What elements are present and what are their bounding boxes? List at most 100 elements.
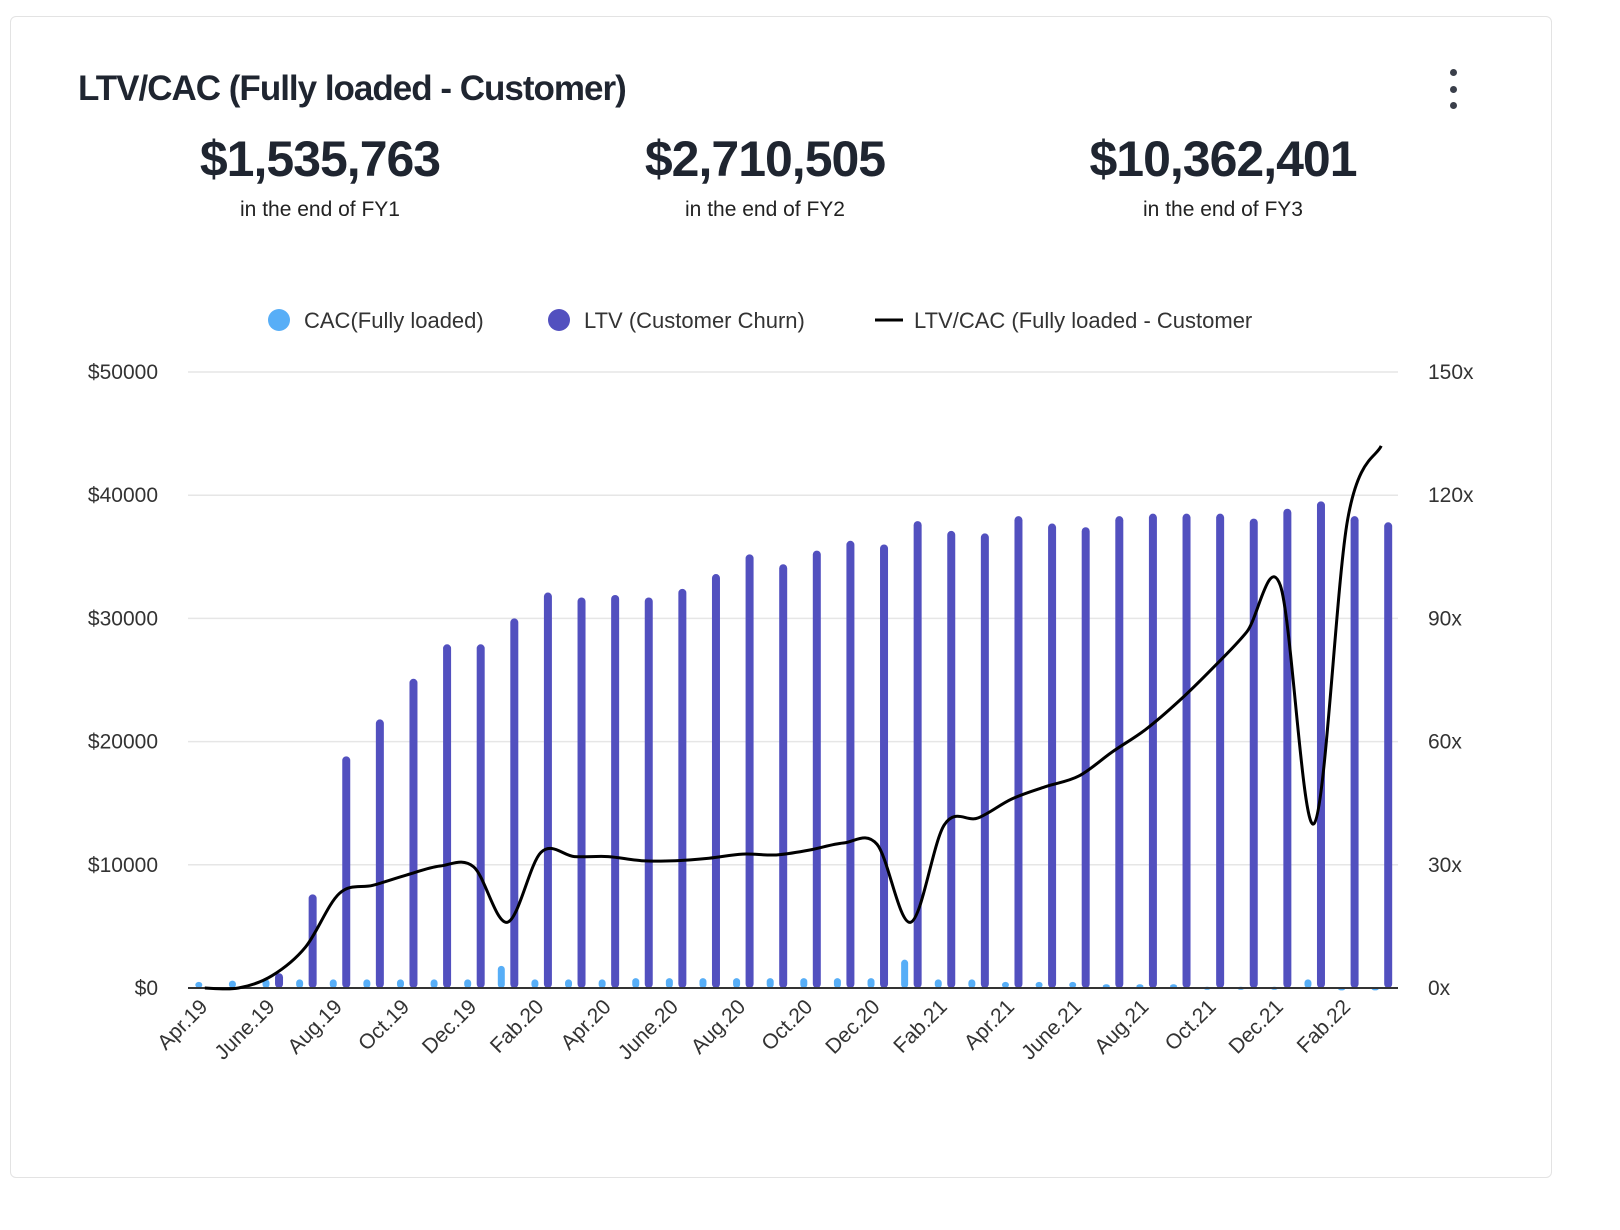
cac-bar <box>195 981 203 988</box>
ltv-bar <box>1316 501 1325 988</box>
cac-bar <box>1069 981 1077 988</box>
ltv-bar <box>409 678 418 988</box>
y-left-tick-label: $50000 <box>88 361 158 384</box>
ltv-bar <box>577 597 586 988</box>
cac-bar <box>733 978 741 988</box>
y-right-tick-label: 30x <box>1428 854 1462 877</box>
kpi-label: in the end of FY3 <box>1143 198 1303 221</box>
kpi-fy3: $10,362,401 in the end of FY3 <box>1023 130 1423 222</box>
kpi-fy2: $2,710,505 in the end of FY2 <box>565 130 965 222</box>
y-right-tick-label: 120x <box>1428 484 1474 507</box>
cac-bar <box>228 980 236 988</box>
cac-bar <box>1001 981 1009 988</box>
cac-bar <box>699 978 707 988</box>
x-tick-label: Apr.20 <box>556 995 615 1054</box>
ltv-bar <box>711 574 720 988</box>
ltv-bar <box>1216 513 1225 988</box>
ltv-bar <box>1249 518 1258 988</box>
y-right-tick-label: 60x <box>1428 731 1462 754</box>
y-right-tick-label: 90x <box>1428 607 1462 630</box>
cac-bar <box>565 979 573 988</box>
x-tick-label: Dec.20 <box>821 995 884 1058</box>
cac-bar <box>833 978 841 988</box>
legend-label: LTV (Customer Churn) <box>584 308 805 333</box>
ltv-bar <box>644 597 653 988</box>
kpi-value: $10,362,401 <box>1089 131 1357 187</box>
cac-bar <box>531 979 539 988</box>
cac-bar <box>632 978 640 988</box>
card-title: LTV/CAC (Fully loaded - Customer) <box>78 69 627 108</box>
cac-bar <box>800 978 808 988</box>
cac-bar <box>968 979 976 988</box>
cac-bar <box>665 978 673 988</box>
more-vertical-icon[interactable] <box>1441 69 1465 109</box>
x-tick-label: Dec.21 <box>1225 995 1288 1058</box>
ltv-bar <box>1115 516 1124 988</box>
cac-bar <box>598 979 606 988</box>
ltv-bar <box>947 530 956 988</box>
x-tick-label: Dec.19 <box>418 995 481 1058</box>
cac-bar <box>1035 981 1043 988</box>
ltv-bar <box>913 521 922 988</box>
ltv-bar <box>678 588 687 988</box>
ltv-bar <box>779 564 788 988</box>
x-tick-label: Apr.21 <box>960 995 1019 1054</box>
ltv-bar <box>476 644 485 988</box>
cac-bar <box>1304 979 1312 988</box>
x-tick-label: Oct.21 <box>1161 995 1221 1055</box>
cac-bar <box>867 978 875 988</box>
kpi-fy1: $1,535,763 in the end of FY1 <box>120 130 520 222</box>
ltv-bar <box>1384 522 1393 988</box>
ltv-bar <box>812 550 821 988</box>
kpi-value: $2,710,505 <box>644 131 886 187</box>
ltv-bar <box>543 592 552 988</box>
ltv-cac-line <box>204 445 1383 991</box>
x-tick-label: Aug.19 <box>283 995 346 1058</box>
legend-label: LTV/CAC (Fully loaded - Customer <box>914 308 1252 333</box>
x-tick-label: June.21 <box>1017 995 1086 1064</box>
ltv-bar <box>342 756 351 988</box>
y-left-tick-label: $10000 <box>88 854 158 877</box>
y-right-tick-label: 150x <box>1428 361 1474 384</box>
kpi-value: $1,535,763 <box>199 131 441 187</box>
x-tick-label: Oct.19 <box>354 995 414 1055</box>
x-tick-label: Aug.21 <box>1090 995 1153 1058</box>
y-right-tick-label: 0x <box>1428 977 1451 1000</box>
ltv-bar <box>375 719 384 988</box>
cac-bar <box>901 959 909 988</box>
cac-bar <box>497 965 505 988</box>
kpi-label: in the end of FY1 <box>240 198 400 221</box>
y-left-tick-label: $30000 <box>88 607 158 630</box>
x-tick-label: Fab.22 <box>1293 995 1356 1058</box>
kpi-label: in the end of FY2 <box>685 198 845 221</box>
ltv-bar <box>880 544 889 988</box>
cac-bar <box>430 979 438 988</box>
cac-bar <box>766 978 774 988</box>
ltv-bar <box>275 973 284 988</box>
ltv-bar <box>1048 523 1057 988</box>
x-tick-label: June.19 <box>210 995 279 1064</box>
ltv-bar <box>510 618 519 988</box>
legend-marker <box>548 309 570 331</box>
ltv-bar <box>1283 508 1292 988</box>
legend-marker <box>268 309 290 331</box>
ltv-bar <box>745 554 754 988</box>
ltv-bar <box>443 644 452 988</box>
y-left-tick-label: $40000 <box>88 484 158 507</box>
legend-label: CAC(Fully loaded) <box>304 308 484 333</box>
y-left-tick-label: $0 <box>135 977 158 1000</box>
x-tick-label: June.20 <box>614 995 683 1064</box>
y-left-tick-label: $20000 <box>88 731 158 754</box>
x-tick-label: Aug.20 <box>687 995 750 1058</box>
ltv-bar <box>1350 516 1359 988</box>
ltv-bar <box>846 540 855 988</box>
cac-bar <box>329 979 337 988</box>
ltv-bar <box>980 533 989 988</box>
x-tick-label: Oct.20 <box>757 995 817 1055</box>
ltv-bar <box>1014 516 1023 988</box>
x-tick-label: Fab.21 <box>889 995 952 1058</box>
cac-bar <box>934 979 942 988</box>
ltv-bar <box>611 594 620 988</box>
x-tick-label: Fab.20 <box>486 995 549 1058</box>
